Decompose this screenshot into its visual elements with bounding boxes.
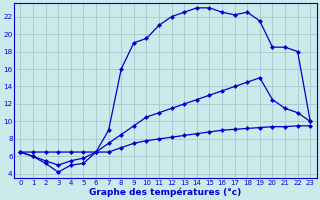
X-axis label: Graphe des températures (°c): Graphe des températures (°c): [89, 187, 242, 197]
